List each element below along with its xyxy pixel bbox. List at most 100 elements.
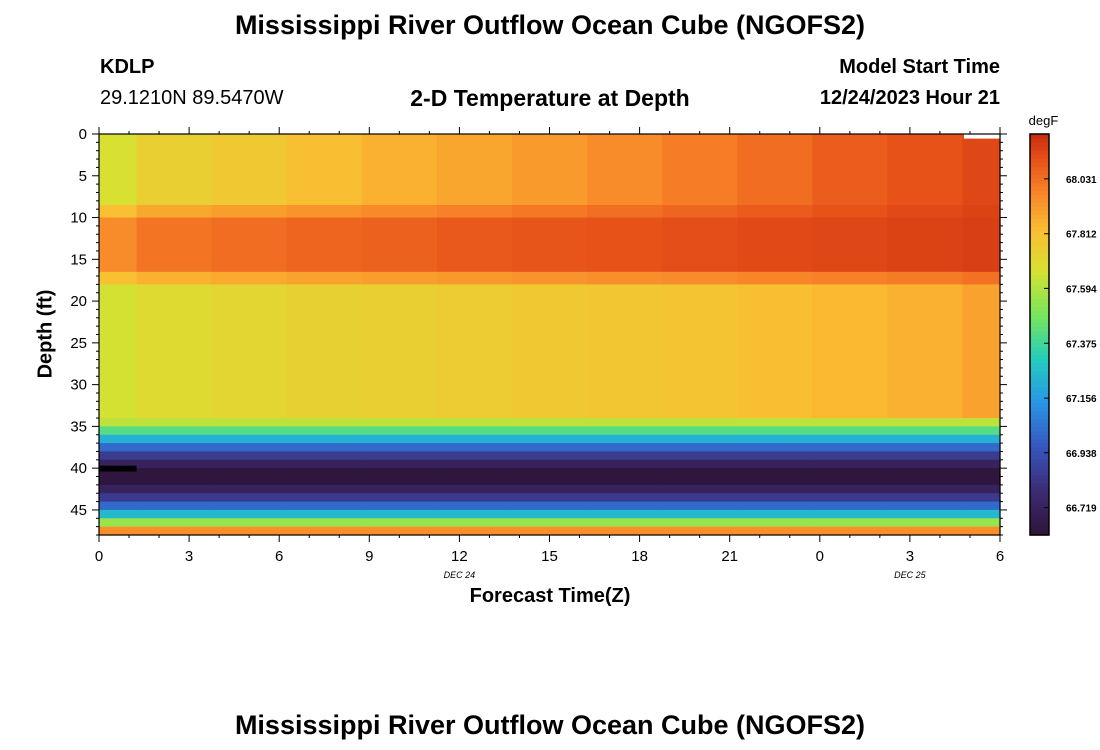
colorbar-segment [1030, 318, 1049, 324]
heatmap-cell [361, 526, 438, 536]
x-tick-label: 0 [816, 548, 824, 565]
heatmap-cell [436, 284, 513, 419]
heatmap-cell [361, 451, 438, 461]
colorbar-segment [1030, 194, 1049, 199]
heatmap-cell [962, 509, 1001, 519]
heatmap-cell [361, 509, 438, 519]
heatmap-cell [361, 468, 438, 486]
colorbar-segment [1030, 174, 1049, 179]
date-label: DEC 25 [894, 570, 927, 580]
colorbar-segment [1030, 186, 1049, 191]
heatmap-cell [887, 205, 964, 219]
heatmap-cell [887, 509, 964, 519]
colorbar-segment [1030, 274, 1049, 279]
heatmap-cell [361, 217, 438, 273]
heatmap-cell [662, 484, 738, 494]
heatmap-cell [136, 484, 213, 494]
heatmap-cell [99, 426, 138, 436]
heatmap-cell [587, 217, 663, 273]
heatmap-cell [99, 501, 138, 511]
heatmap-cell [587, 271, 663, 285]
heatmap-cell [962, 451, 1001, 461]
heatmap-cell [662, 468, 738, 486]
heatmap-cell [511, 526, 588, 536]
heatmap-cell [361, 271, 438, 285]
heatmap-cell [211, 459, 288, 469]
colorbar-segment [1030, 474, 1049, 480]
heatmap-cell [812, 518, 888, 528]
heatmap-cell [361, 205, 438, 219]
heatmap-cell [887, 271, 964, 285]
heatmap-cell [286, 271, 363, 285]
date-label: DEC 24 [444, 570, 476, 580]
heatmap-cell [587, 434, 663, 444]
heatmap-cell [99, 526, 138, 536]
heatmap-cell [662, 493, 738, 503]
heatmap-cell [511, 451, 588, 461]
heatmap-cell [962, 501, 1001, 511]
heatmap-cell [887, 451, 964, 461]
x-axis-title: Forecast Time(Z) [469, 585, 631, 607]
heatmap-cell [887, 217, 964, 273]
y-tick-label: 40 [70, 460, 87, 477]
heatmap-cell [887, 134, 964, 206]
colorbar-segment [1030, 190, 1049, 195]
heatmap-cell [887, 493, 964, 503]
colorbar-segment [1030, 410, 1049, 416]
heatmap-cell [436, 418, 513, 427]
heatmap-cell [737, 493, 813, 503]
heatmap-cell [361, 284, 438, 419]
heatmap-cell [812, 217, 888, 273]
heatmap-cell [962, 484, 1001, 494]
heatmap-cell [812, 134, 888, 206]
chart-title: 2-D Temperature at Depth [410, 85, 690, 111]
heatmap-cell [511, 418, 588, 427]
heatmap-cell [436, 451, 513, 461]
colorbar-segment [1030, 142, 1049, 147]
heatmap-cell [211, 134, 288, 206]
heatmap-cell [812, 418, 888, 427]
heatmap-cell [211, 484, 288, 494]
colorbar-segment [1030, 170, 1049, 175]
colorbar-segment [1030, 522, 1049, 528]
station-coords: 29.1210N 89.5470W [100, 87, 284, 109]
colorbar-segment [1030, 430, 1049, 436]
colorbar-segment [1030, 326, 1049, 332]
colorbar-segment [1030, 234, 1049, 239]
colorbar-tick-label: 67.375 [1066, 339, 1097, 350]
y-tick-label: 10 [70, 210, 87, 227]
colorbar-tick-label: 67.594 [1066, 284, 1097, 295]
heatmap-cell [887, 459, 964, 469]
colorbar-segment [1030, 290, 1049, 295]
heatmap-cell [511, 468, 588, 486]
heatmap-cell [361, 518, 438, 528]
heatmap-cell [211, 518, 288, 528]
heatmap-cell [436, 271, 513, 285]
colorbar-segment [1030, 482, 1049, 488]
y-tick-label: 30 [70, 377, 87, 394]
colorbar-segment [1030, 298, 1049, 304]
x-tick-label: 9 [365, 548, 373, 565]
colorbar-segment [1030, 314, 1049, 320]
colorbar-segment [1030, 246, 1049, 251]
x-tick-label: 15 [541, 548, 558, 565]
colorbar-segment [1030, 178, 1049, 183]
heatmap-cell [99, 443, 138, 453]
heatmap-cell [587, 418, 663, 427]
heatmap-cell [662, 518, 738, 528]
colorbar-segment [1030, 230, 1049, 235]
heatmap-cell [211, 493, 288, 503]
heatmap-cell [737, 271, 813, 285]
heatmap-cell [99, 484, 138, 494]
x-tick-label: 3 [906, 548, 914, 565]
heatmap-cell [962, 526, 1001, 536]
heatmap-cell [662, 271, 738, 285]
colorbar-segment [1030, 162, 1049, 167]
heatmap-cell [136, 451, 213, 461]
heatmap-cell [286, 451, 363, 461]
heatmap-cell [587, 459, 663, 469]
heatmap-cell [136, 509, 213, 519]
heatmap-cell [99, 509, 138, 519]
heatmap-cell [812, 459, 888, 469]
x-tick-label: 6 [996, 548, 1004, 565]
